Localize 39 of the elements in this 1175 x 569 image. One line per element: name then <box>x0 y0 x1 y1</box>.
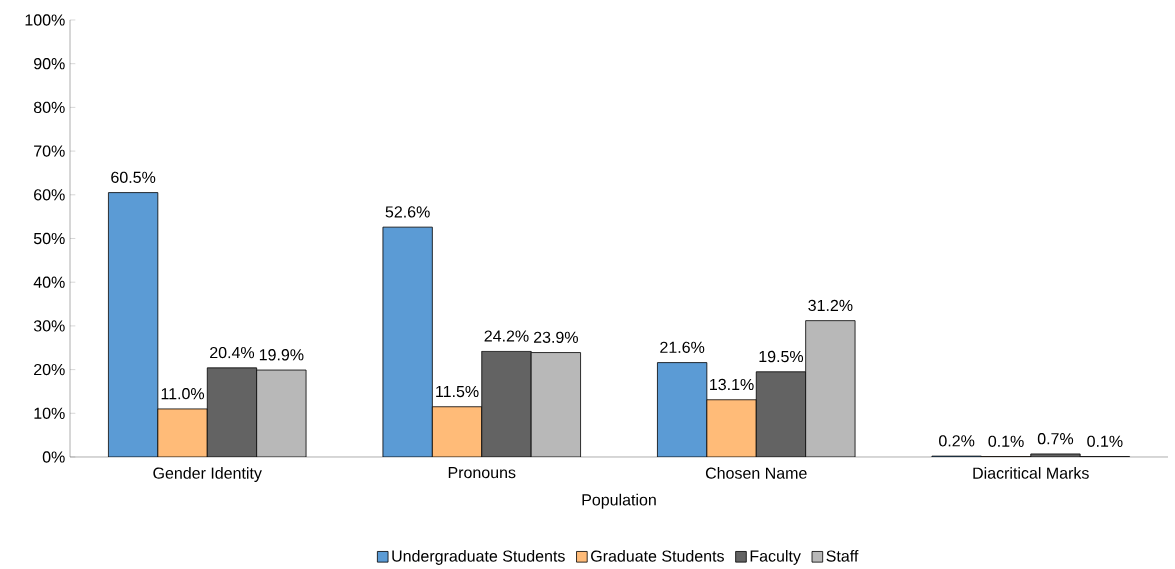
data-label: 19.5% <box>759 350 804 363</box>
y-tick-label: 20% <box>34 363 65 376</box>
y-tick-label: 100% <box>25 14 65 26</box>
x-tick-label: Pronouns <box>448 467 516 479</box>
data-label: 0.2% <box>939 435 975 447</box>
data-label: 0.1% <box>988 435 1024 447</box>
x-tick-label: Diacritical Marks <box>973 467 1089 479</box>
data-label: 20.4% <box>210 346 255 359</box>
x-tick-label: Chosen Name <box>705 467 807 479</box>
bar <box>108 192 159 458</box>
bar <box>657 362 708 458</box>
data-label: 31.2% <box>808 299 853 312</box>
y-tick-label: 50% <box>33 232 65 245</box>
data-label: 23.9% <box>533 331 578 343</box>
y-tick-label: 0% <box>42 451 65 463</box>
y-tick-label: 60% <box>34 189 65 201</box>
x-tick-label: Gender Identity <box>153 467 262 482</box>
y-tick-label: 30% <box>33 320 65 332</box>
legend-label: Faculty <box>750 550 801 565</box>
data-label: 0.7% <box>1037 433 1074 445</box>
data-label: 0.1% <box>1087 435 1123 447</box>
y-tick-label: 70% <box>34 145 65 157</box>
legend-label: Undergraduate Students <box>392 550 565 565</box>
y-tick-label: 10% <box>34 407 65 419</box>
data-label: 19.9% <box>259 349 304 361</box>
legend-label: Staff <box>826 550 859 562</box>
y-tick-label: 90% <box>34 58 65 70</box>
data-label: 13.1% <box>710 378 754 391</box>
legend-label: Graduate Students <box>591 550 724 562</box>
y-tick-label: 40% <box>33 276 65 288</box>
data-label: 11.5% <box>436 385 479 398</box>
data-label: 24.2% <box>484 330 529 342</box>
data-label: 11.0% <box>161 388 205 400</box>
x-axis-title: Population <box>582 493 656 509</box>
data-label: 52.6% <box>385 206 430 218</box>
y-tick-label: 80% <box>33 101 65 114</box>
bar <box>382 226 433 458</box>
data-label: 60.5% <box>111 171 156 184</box>
data-label: 21.6% <box>660 341 705 354</box>
